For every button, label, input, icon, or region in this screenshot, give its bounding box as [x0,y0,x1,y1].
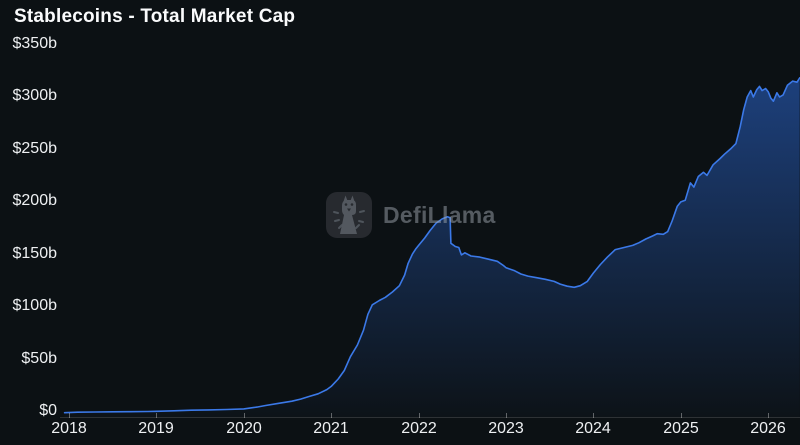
x-axis-tick [69,413,70,418]
y-axis-label: $300b [12,87,58,104]
x-axis-label: 2018 [51,420,87,437]
x-axis-tick [419,413,420,418]
x-axis-tick [506,413,507,418]
page-title: Stablecoins - Total Market Cap [14,6,296,27]
y-axis-label: $100b [12,297,58,314]
series-area-fill [64,77,800,418]
x-axis-label: 2019 [138,420,174,437]
x-axis-label: 2025 [663,420,699,437]
x-axis-tick [156,413,157,418]
series-line [63,77,800,414]
x-axis-tick [768,413,769,418]
x-axis-tick [331,413,332,418]
y-axis-label: $50b [21,350,57,367]
x-axis-label: 2023 [488,420,524,437]
x-axis-line [60,417,800,418]
y-axis-label: $150b [12,245,58,262]
x-axis-label: 2020 [226,420,262,437]
x-axis-tick [681,413,682,418]
y-axis-label: $250b [12,140,58,157]
x-axis-label: 2026 [750,420,786,437]
x-axis-tick [593,413,594,418]
y-axis-label: $350b [12,35,58,52]
x-axis-label: 2021 [313,420,349,437]
x-axis-tick [244,413,245,418]
x-axis-label: 2022 [401,420,437,437]
x-axis-label: 2024 [575,420,611,437]
y-axis-label: $200b [12,192,58,209]
y-axis-label: $0 [39,402,57,419]
